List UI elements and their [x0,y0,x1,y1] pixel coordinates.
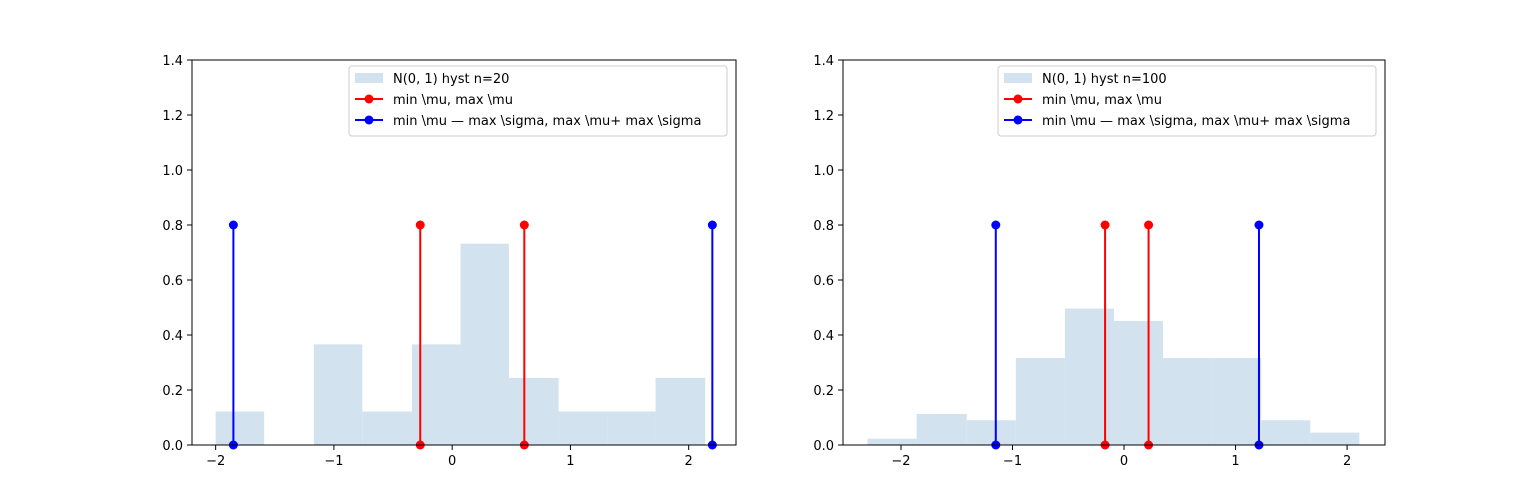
hist-bar [1261,420,1311,445]
y-tick-label: 1.2 [813,109,834,124]
hist-bar [1015,358,1065,445]
hist-bar [362,411,412,445]
hist-bar [508,377,559,445]
stem-top-point [1144,220,1154,230]
legend: N(0, 1) hyst n=100 min \mu, max \mu min \m… [997,65,1377,137]
x-tick-label: −1 [1003,454,1022,469]
y-tick-label: 1.0 [813,164,834,179]
stem-top-point [991,220,1001,230]
legend-label: min \mu, max \mu [1042,93,1162,108]
axes-frame [842,59,1386,446]
y-tick-label: 0.0 [162,439,183,454]
x-tick-label: 0 [1120,454,1128,469]
legend-label: min \mu — max \sigma, max \mu+ max \sigm… [1042,114,1350,129]
stem-top-point [707,220,717,230]
y-tick-label: 0.6 [162,274,183,289]
y-tick-label: 0.6 [813,274,834,289]
legend-hist-swatch [355,73,383,83]
x-tick-label: −1 [324,454,343,469]
stem-marker [707,220,717,450]
legend-label: min \mu — max \sigma, max \mu+ max \sigm… [393,114,701,129]
chart-panel-2: −2 −1 0 1 2 0.0 0.2 0.4 0.6 0.8 1.0 1.2 1.4 N(0, 1) h… [813,54,1386,469]
hist-bar [1163,358,1213,445]
hist-bar [460,243,509,445]
hist-bar [1310,432,1360,445]
stem-marker [1100,220,1110,450]
y-tick-label: 0.8 [813,219,834,234]
hist-bar [867,438,917,445]
y-tick-label: 0.0 [813,439,834,454]
legend-label: min \mu, max \mu [393,93,513,108]
x-tick-label: 1 [566,454,574,469]
hist-bar [411,344,461,445]
x-tick-label: 2 [1343,454,1351,469]
y-tick-label: 1.2 [162,109,183,124]
stem-top-point [228,220,238,230]
legend-marker [364,115,374,125]
x-tick-label: 0 [448,454,456,469]
hist-bar [1212,358,1262,445]
y-tick-label: 0.8 [162,219,183,234]
hist-bar [916,413,967,445]
legend-marker [364,94,374,104]
hist-bar [966,420,1016,445]
hist-bar [1114,320,1164,445]
hist-bar [607,411,656,445]
y-tick-label: 0.4 [162,329,183,344]
stem-top-point [415,220,425,230]
y-tick-label: 1.4 [813,54,834,69]
stem-marker [415,220,425,450]
hist-bar [215,411,265,445]
x-tick-label: −2 [891,454,910,469]
legend-box [997,65,1377,137]
stem-marker [228,220,238,450]
y-tick-label: 0.2 [813,384,834,399]
stem-marker [519,220,529,450]
x-tick-label: 1 [1231,454,1239,469]
legend-hist-swatch [1004,73,1032,83]
axes-frame [191,59,737,446]
y-tick-label: 0.4 [813,329,834,344]
y-tick-label: 1.0 [162,164,183,179]
y-tick-label: 0.2 [162,384,183,399]
x-tick-label: −2 [206,454,225,469]
legend-box [348,65,728,137]
hist-bar [313,344,363,445]
stem-top-point [1254,220,1264,230]
legend-label: N(0, 1) hyst n=20 [393,72,509,87]
hist-bar [558,411,608,445]
legend: N(0, 1) hyst n=20 min \mu, max \mu min \mu… [348,65,728,137]
hist-bar [1064,308,1114,445]
stem-top-point [519,220,529,230]
y-tick-label: 1.4 [162,54,183,69]
stem-marker [991,220,1001,450]
chart-panel-1: −2 −1 0 1 2 0.0 0.2 0.4 0.6 0.8 1.0 1.2 1.4 N(0, 1) h… [162,54,737,469]
legend-marker [1013,94,1023,104]
stem-top-point [1100,220,1110,230]
legend-label: N(0, 1) hyst n=100 [1042,72,1167,87]
hist-bar [655,377,706,445]
x-tick-label: 2 [685,454,693,469]
legend-marker [1013,115,1023,125]
